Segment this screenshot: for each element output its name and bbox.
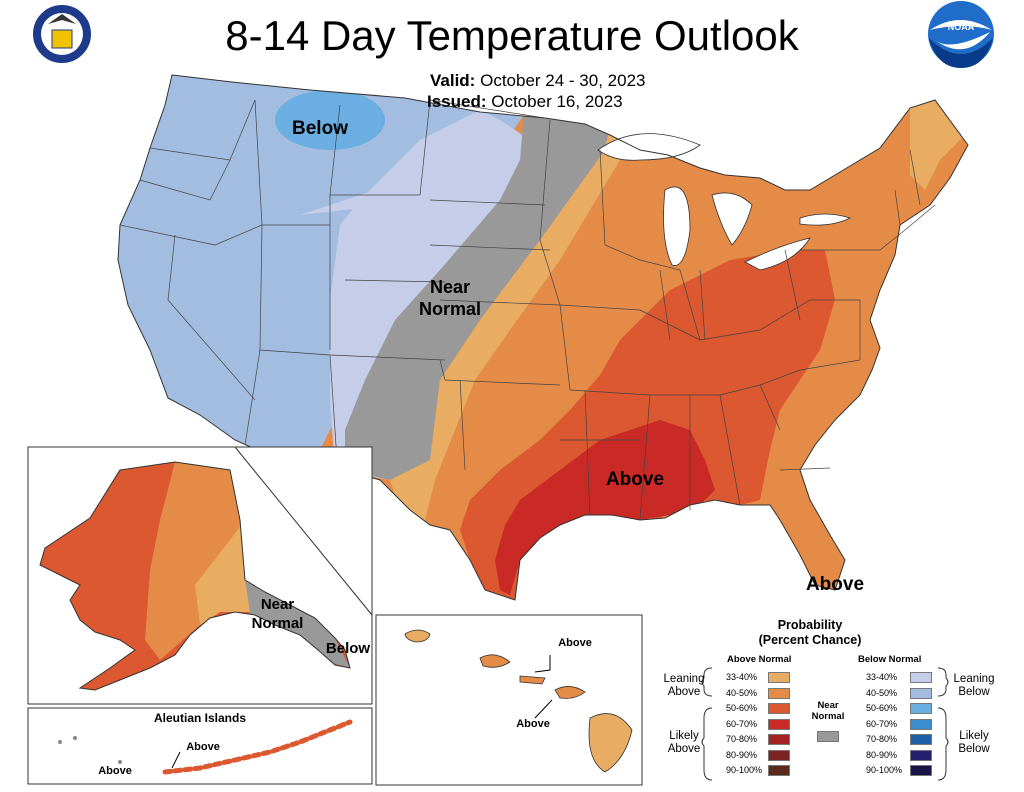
below-normal-range-label: 50-60% (866, 703, 898, 713)
leaning-above-line-1: Leaning (663, 673, 705, 685)
above-normal-swatch (768, 718, 790, 730)
above-normal-range-label: 40-50% (726, 687, 758, 698)
legend-title-line-2: (Percent Chance) (758, 633, 862, 647)
above-normal-row: 60-70% (726, 718, 757, 730)
conus-near-line-2: Normal (418, 299, 481, 319)
above-normal-range-label: 60-70% (726, 718, 758, 729)
alaska-outline (39, 461, 351, 691)
inset-divider (234, 446, 373, 616)
likely-below-line-2: Below (958, 743, 990, 755)
below-normal-range-label: 40-50% (866, 687, 898, 698)
above-normal-range-label: 80-90% (726, 749, 758, 760)
date-block: Valid: October 24 - 30, 2023 Issued: Oct… (400, 70, 730, 112)
commerce-seal-icon (31, 3, 93, 65)
above-normal-row: 50-60% (726, 702, 757, 714)
above-normal-range-label: 90-100% (726, 765, 763, 775)
below-normal-header: Below Normal (858, 654, 922, 665)
above-normal-swatch (768, 734, 790, 745)
issued-row: Issued: October 16, 2023 (400, 91, 730, 112)
below-normal-row: 33-40% (866, 671, 897, 683)
state-borders (119, 99, 936, 521)
conus-above-label: Above (605, 469, 665, 490)
below-normal-range-label: 60-70% (866, 718, 898, 729)
hawaii-above-label-2: Above (516, 718, 550, 730)
below-normal-swatch (910, 749, 932, 761)
below-normal-range-label: 33-40% (866, 672, 898, 682)
above-normal-row: 90-100% (726, 764, 762, 776)
leaning-below-line-2: Below (958, 686, 990, 698)
likely-below-line-1: Likely (959, 730, 989, 742)
above-normal-row: 70-80% (726, 733, 757, 745)
alaska-near-label: Near Normal (240, 595, 315, 633)
near-normal-legend-label: Near Normal (800, 700, 856, 722)
likely-above-label: Likely Above (656, 730, 712, 756)
valid-label: Valid: (430, 71, 476, 90)
florida-above-label: Above (805, 574, 865, 595)
near-normal-line-2: Normal (811, 711, 845, 722)
leaning-above-label: Leaning Above (656, 673, 712, 699)
below-normal-swatch (910, 672, 932, 683)
alaska-below-label: Below (325, 640, 371, 657)
aleutian-island-chain (58, 719, 353, 775)
legend-title: Probability (Percent Chance) (740, 618, 880, 648)
below-normal-swatch (910, 765, 932, 776)
above-normal-range-label: 50-60% (726, 703, 758, 713)
above-normal-swatch (768, 672, 790, 683)
above-normal-row: 33-40% (726, 671, 757, 683)
below-normal-swatch (910, 718, 932, 730)
below-core-region (275, 90, 385, 150)
below-normal-row: 50-60% (866, 702, 897, 714)
above-normal-range-label: 70-80% (726, 734, 758, 744)
leaning-below-line-1: Leaning (953, 673, 995, 685)
above-normal-swatch (768, 703, 790, 714)
below-normal-row: 60-70% (866, 718, 897, 730)
valid-row: Valid: October 24 - 30, 2023 (400, 70, 730, 91)
below-normal-range-label: 70-80% (866, 734, 898, 744)
below-normal-row: 90-100% (866, 764, 902, 776)
below-normal-swatch (910, 734, 932, 745)
above-normal-row: 40-50% (726, 687, 757, 699)
below-normal-row: 80-90% (866, 749, 897, 761)
aleutian-above-label-2: Above (98, 765, 132, 777)
above-normal-range-label: 33-40% (726, 672, 758, 682)
noaa-logo-icon (928, 1, 994, 68)
valid-dates: October 24 - 30, 2023 (480, 71, 646, 90)
page-title: 8-14 Day Temperature Outlook (225, 12, 799, 59)
conus-near-label: Near Normal (405, 276, 495, 320)
hawaii-islands (404, 629, 633, 773)
likely-above-line-2: Above (667, 743, 701, 755)
above-normal-row: 80-90% (726, 749, 757, 761)
great-lakes (597, 133, 852, 271)
likely-below-label: Likely Below (944, 730, 1004, 756)
above-normal-swatch (768, 765, 790, 776)
below-normal-range-label: 90-100% (866, 765, 903, 775)
issued-date: October 16, 2023 (491, 92, 623, 111)
noaa-logo-text: NOAA (947, 22, 975, 32)
near-normal-swatch (817, 731, 839, 742)
conus-below-label: Below (292, 118, 348, 139)
conus-near-line-1: Near (429, 277, 471, 297)
aleutian-title: Aleutian Islands (153, 711, 247, 725)
below-normal-row: 70-80% (866, 733, 897, 745)
aleutian-above-label-1: Above (186, 741, 220, 753)
above-normal-swatch (768, 749, 790, 761)
near-normal-line-1: Near (817, 700, 839, 711)
above-normal-swatch (768, 687, 790, 699)
below-normal-swatch (910, 703, 932, 714)
leaning-below-label: Leaning Below (944, 673, 1004, 699)
aleutian-inset-frame (27, 707, 373, 785)
legend-title-line-1: Probability (777, 618, 843, 632)
below-normal-row: 40-50% (866, 687, 897, 699)
alaska-near-line-1: Near (260, 596, 295, 613)
leaning-above-line-2: Above (667, 686, 701, 698)
hawaii-above-label-1: Above (558, 637, 592, 649)
issued-label: Issued: (427, 92, 487, 111)
above-normal-header: Above Normal (727, 654, 792, 665)
below-normal-swatch (910, 687, 932, 699)
likely-above-line-1: Likely (669, 730, 699, 742)
alaska-near-line-2: Normal (251, 615, 304, 632)
below-normal-range-label: 80-90% (866, 749, 898, 760)
